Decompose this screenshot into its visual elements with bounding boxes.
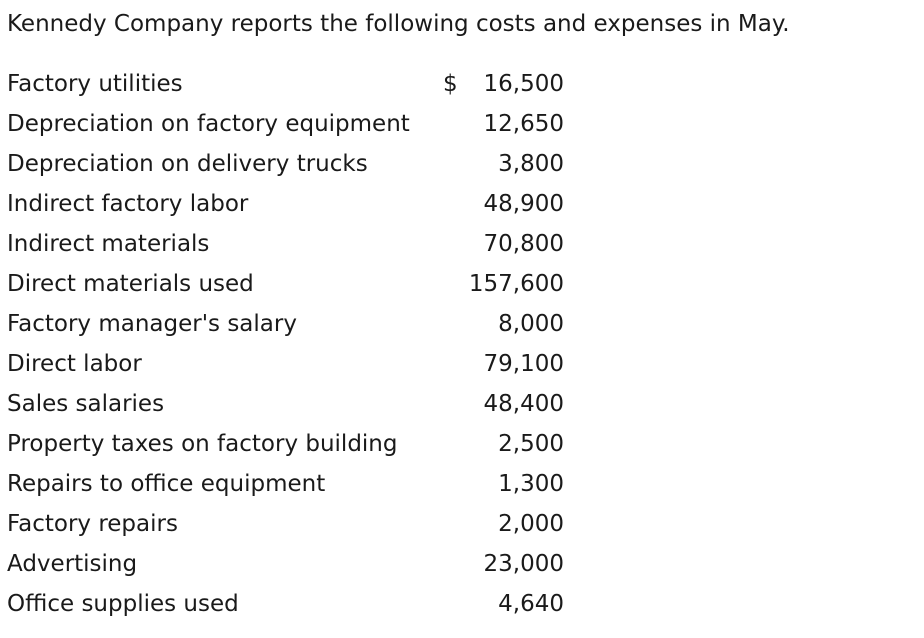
item-amount-cell: $16,500 — [443, 64, 564, 104]
item-amount: 8,000 — [498, 311, 564, 337]
table-row: Property taxes on factory building 2,500 — [7, 424, 564, 464]
item-label: Depreciation on factory equipment — [7, 111, 410, 137]
table-row: Indirect factory labor 48,900 — [7, 184, 564, 224]
item-amount: 4,640 — [498, 591, 564, 617]
item-label: Factory utilities — [7, 71, 183, 97]
item-amount: 48,400 — [483, 391, 564, 417]
currency-symbol: $ — [443, 71, 458, 97]
item-label: Factory repairs — [7, 511, 178, 537]
table-row: Advertising 23,000 — [7, 544, 564, 584]
table-row: Sales salaries 48,400 — [7, 384, 564, 424]
item-amount: 12,650 — [483, 111, 564, 137]
item-label: Indirect factory labor — [7, 191, 249, 217]
item-amount: 157,600 — [468, 271, 564, 297]
item-label: Direct materials used — [7, 271, 254, 297]
table-row: Factory manager's salary 8,000 — [7, 304, 564, 344]
item-amount: 23,000 — [483, 551, 564, 577]
item-amount: 2,000 — [498, 511, 564, 537]
item-amount: 16,500 — [483, 71, 564, 97]
item-amount: 3,800 — [498, 151, 564, 177]
table-row: Direct labor 79,100 — [7, 344, 564, 384]
item-label: Advertising — [7, 551, 138, 577]
item-label: Direct labor — [7, 351, 142, 377]
table-row: Factory repairs 2,000 — [7, 504, 564, 544]
item-label: Property taxes on factory building — [7, 431, 398, 457]
item-amount: 2,500 — [498, 431, 564, 457]
item-label: Indirect materials — [7, 231, 210, 257]
table-row: Depreciation on factory equipment 12,650 — [7, 104, 564, 144]
item-label: Repairs to office equipment — [7, 471, 326, 497]
item-label: Depreciation on delivery trucks — [7, 151, 368, 177]
table-row: Repairs to office equipment 1,300 — [7, 464, 564, 504]
item-label: Sales salaries — [7, 391, 165, 417]
table-row: Depreciation on delivery trucks 3,800 — [7, 144, 564, 184]
item-amount: 1,300 — [498, 471, 564, 497]
item-amount: 70,800 — [483, 231, 564, 257]
intro-text: Kennedy Company reports the following co… — [7, 11, 790, 37]
item-amount: 79,100 — [483, 351, 564, 377]
item-label: Office supplies used — [7, 591, 239, 617]
table-row: Direct materials used 157,600 — [7, 264, 564, 304]
table-row: Indirect materials 70,800 — [7, 224, 564, 264]
cost-table: Factory utilities $16,500 Depreciation o… — [7, 64, 564, 624]
item-label: Factory manager's salary — [7, 311, 297, 337]
table-row: Factory utilities $16,500 — [7, 64, 564, 104]
item-amount: 48,900 — [483, 191, 564, 217]
table-row: Office supplies used 4,640 — [7, 584, 564, 624]
